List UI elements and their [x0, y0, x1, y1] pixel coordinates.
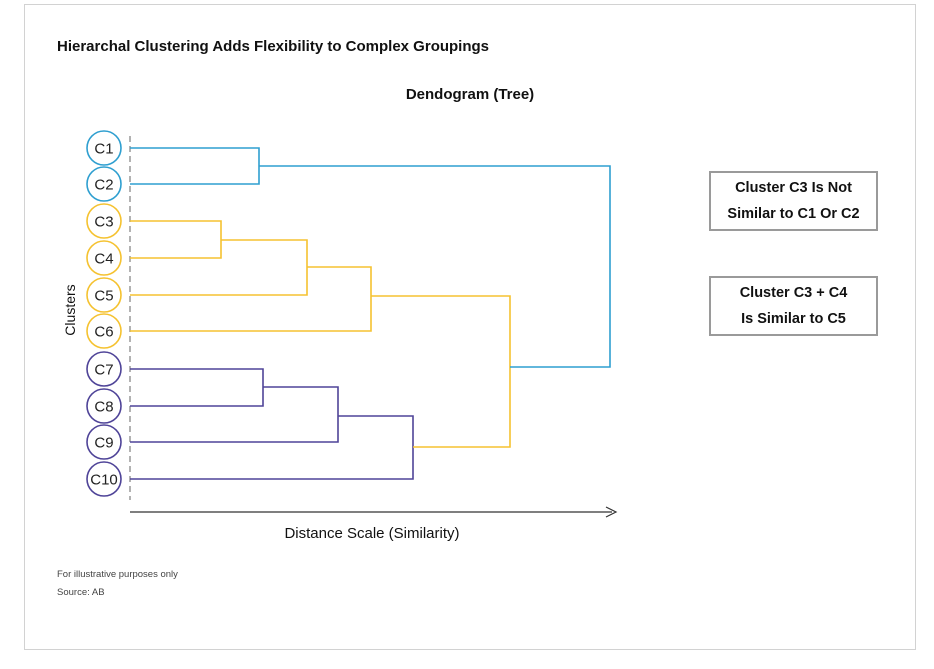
cluster-label: C9 — [94, 435, 113, 452]
distance-axis-arrowhead — [605, 506, 618, 518]
cluster-node-c8 — [86, 388, 122, 424]
callout-similar: Cluster C3 + C4 Is Similar to C5 — [709, 276, 878, 336]
illustrative-note: For illustrative purposes only — [57, 569, 178, 580]
cluster-node-c4 — [86, 240, 122, 276]
link-c345-c6 — [130, 266, 372, 332]
cluster-label: C1 — [94, 141, 113, 158]
cluster-label: C8 — [94, 399, 113, 416]
cluster-label: C10 — [90, 472, 118, 489]
cluster-node-c2 — [86, 166, 122, 202]
cluster-node-c5 — [86, 277, 122, 313]
link-c78-c9 — [130, 386, 339, 443]
cluster-label: C5 — [94, 288, 113, 305]
callout-line: Cluster C3 Is Not — [735, 180, 852, 196]
link-c789-c10 — [130, 415, 414, 480]
cluster-node-c1 — [86, 130, 122, 166]
cluster-node-c3 — [86, 203, 122, 239]
link-c1-c2 — [130, 147, 260, 185]
cluster-label: C4 — [94, 251, 113, 268]
cluster-node-c10 — [86, 461, 122, 497]
figure-title: Hierarchal Clustering Adds Flexibility t… — [57, 38, 490, 55]
callout-line: Similar to C1 Or C2 — [727, 206, 860, 222]
dendrogram-subtitle: Dendogram (Tree) — [405, 86, 535, 103]
link-yellow-purple — [371, 295, 511, 448]
cluster-label: C2 — [94, 177, 113, 194]
callout-line: Is Similar to C5 — [741, 311, 846, 327]
cluster-node-c7 — [86, 351, 122, 387]
source-note: Source: AB — [57, 587, 105, 598]
callout-not-similar: Cluster C3 Is Not Similar to C1 Or C2 — [709, 171, 878, 231]
cluster-node-c9 — [86, 424, 122, 460]
link-c34-c5 — [130, 239, 308, 296]
callout-line: Cluster C3 + C4 — [739, 285, 848, 301]
x-axis-label: Distance Scale (Similarity) — [284, 525, 460, 542]
cluster-label: C7 — [94, 362, 113, 379]
cluster-node-c6 — [86, 313, 122, 349]
cluster-label: C3 — [94, 214, 113, 231]
cluster-label: C6 — [94, 324, 113, 341]
link-c3-c4 — [130, 220, 222, 259]
link-c7-c8 — [130, 368, 264, 407]
figure-frame — [24, 4, 916, 650]
link-root — [259, 165, 611, 368]
